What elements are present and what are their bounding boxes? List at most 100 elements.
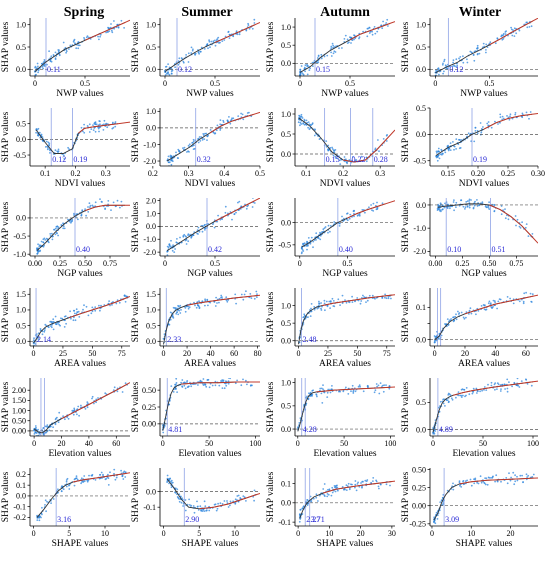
data-point xyxy=(518,386,521,388)
data-point xyxy=(76,413,78,416)
fit-line xyxy=(181,381,260,385)
data-point xyxy=(38,516,41,518)
data-point xyxy=(194,304,196,307)
data-point xyxy=(53,228,56,231)
data-point xyxy=(379,483,382,486)
data-point xyxy=(106,476,109,479)
y-axis-label: SHAP values xyxy=(401,381,411,432)
data-point xyxy=(506,115,508,117)
data-point xyxy=(531,233,534,235)
data-point xyxy=(318,138,321,141)
data-point xyxy=(525,21,528,24)
data-point xyxy=(360,155,363,158)
plot-area xyxy=(160,468,260,526)
x-tick-label: 0.3 xyxy=(375,169,385,178)
data-point xyxy=(37,338,40,341)
data-point xyxy=(487,205,490,207)
data-point xyxy=(442,62,444,65)
x-tick-label: 0 xyxy=(431,439,435,448)
data-point xyxy=(196,500,198,503)
y-tick-label: 0.1 xyxy=(16,481,26,490)
data-point xyxy=(464,208,466,210)
data-point xyxy=(299,124,301,127)
y-tick-label: -0.5 xyxy=(413,157,426,166)
data-point xyxy=(78,414,80,417)
y-tick-label: 0.0 xyxy=(146,65,156,74)
data-point xyxy=(100,471,103,474)
data-point xyxy=(180,309,182,311)
data-point xyxy=(320,309,323,311)
x-tick-label: 0.5 xyxy=(342,259,352,268)
data-point xyxy=(54,149,57,152)
data-point xyxy=(513,27,516,30)
threshold-label: 3.71 xyxy=(311,515,325,524)
data-point xyxy=(345,484,348,487)
data-point xyxy=(506,378,509,381)
data-point xyxy=(439,153,442,156)
data-point xyxy=(454,315,457,318)
data-point xyxy=(457,313,460,315)
data-point xyxy=(75,308,78,311)
data-point xyxy=(85,305,88,308)
data-point xyxy=(174,66,177,69)
data-point xyxy=(208,509,211,512)
x-axis-label: Elevation values xyxy=(48,449,111,459)
data-point xyxy=(72,413,75,416)
data-point xyxy=(202,383,204,385)
data-point xyxy=(308,392,310,395)
data-point xyxy=(526,476,528,478)
data-point xyxy=(77,47,80,50)
y-tick-label: 0.0 xyxy=(281,218,291,227)
data-point xyxy=(57,234,59,237)
data-point xyxy=(214,132,216,135)
x-tick-label: 5 xyxy=(197,529,201,538)
data-point xyxy=(214,39,216,42)
data-point xyxy=(44,65,46,67)
data-point xyxy=(382,20,384,23)
data-point xyxy=(81,481,83,483)
data-point xyxy=(175,312,178,315)
data-point xyxy=(496,382,499,385)
data-point xyxy=(227,31,230,33)
data-point xyxy=(523,292,526,295)
data-point xyxy=(494,42,497,45)
plot-area xyxy=(30,378,130,436)
x-tick-label: 50 xyxy=(353,349,361,358)
x-tick-label: 0.3 xyxy=(101,169,111,178)
data-point xyxy=(203,138,206,141)
data-point xyxy=(177,313,180,316)
data-point xyxy=(342,390,345,393)
data-point xyxy=(113,468,116,471)
data-point xyxy=(240,293,243,296)
data-point xyxy=(203,510,206,512)
data-point xyxy=(217,214,220,217)
data-point xyxy=(335,157,337,159)
data-point xyxy=(480,481,483,484)
data-point xyxy=(251,27,254,30)
data-point xyxy=(99,120,101,123)
data-point xyxy=(100,304,102,307)
data-point xyxy=(327,388,330,391)
data-point xyxy=(99,33,102,36)
data-point xyxy=(339,163,342,166)
data-point xyxy=(37,243,39,246)
data-point xyxy=(331,42,334,45)
data-point xyxy=(40,516,42,519)
plot-area xyxy=(295,378,395,436)
data-point xyxy=(329,388,331,391)
data-point xyxy=(184,509,187,512)
data-point xyxy=(83,304,85,307)
data-point xyxy=(326,489,329,491)
data-point xyxy=(36,519,39,521)
data-point xyxy=(444,64,447,67)
data-point xyxy=(449,207,451,210)
data-point xyxy=(168,73,171,76)
data-point xyxy=(95,401,97,404)
data-point xyxy=(452,61,454,64)
fit-line xyxy=(343,129,395,163)
data-point xyxy=(501,115,504,118)
data-point xyxy=(472,387,475,390)
